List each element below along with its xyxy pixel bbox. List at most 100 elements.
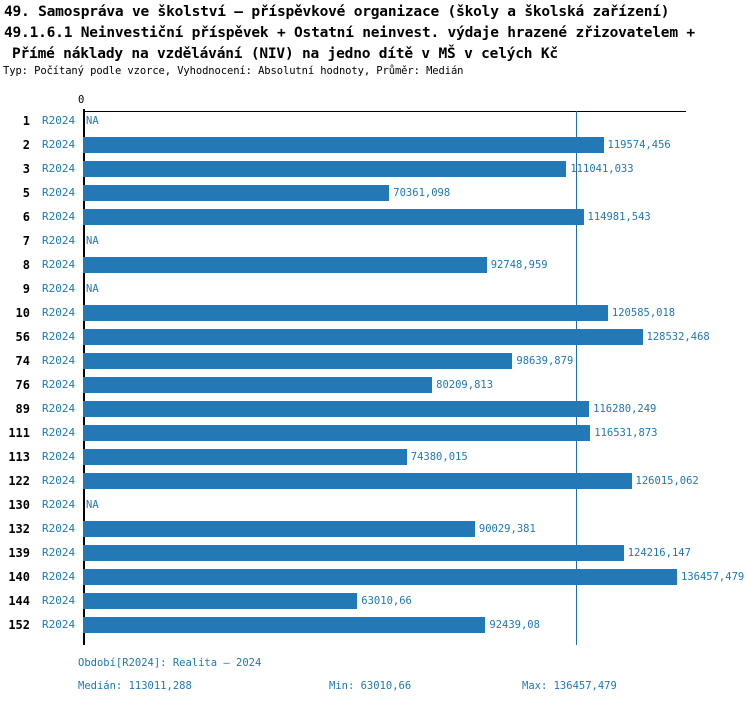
bar-track: 92439,08 [83,613,750,637]
plot-area: 0 1 R2024 NA 2 R2024 119574,456 3 R2024 111041,0… [0,84,750,650]
bar[interactable] [83,353,513,369]
row-index-label: 56 [15,330,30,344]
bar[interactable] [83,257,487,273]
bar-row[interactable]: 144 R2024 63010,66 [0,589,750,613]
bar-row[interactable]: 74 R2024 98639,879 [0,349,750,373]
bar-value-label: 119574,456 [607,139,671,151]
bar-row[interactable]: 139 R2024 124216,147 [0,541,750,565]
bar[interactable] [83,329,643,345]
bar-rows: 1 R2024 NA 2 R2024 119574,456 3 R2024 111041,033… [0,109,750,637]
row-index-label: 152 [8,618,30,632]
bar-track: 90029,381 [83,517,750,541]
bar[interactable] [83,185,390,201]
bar-row[interactable]: 6 R2024 114981,543 [0,205,750,229]
bar[interactable] [83,569,677,585]
bar-track: 98639,879 [83,349,750,373]
row-index-label: 3 [22,162,30,176]
bar-row[interactable]: 56 R2024 128532,468 [0,325,750,349]
row-period-label: R2024 [42,114,76,127]
bar-value-label: 116280,249 [593,403,657,415]
bar-row[interactable]: 89 R2024 116280,249 [0,397,750,421]
stat-median: Medián: 113011,288 [78,680,192,692]
bar-value-label: 114981,543 [587,211,651,223]
stat-min: Min: 63010,66 [329,680,412,692]
chart-footer: Období[R2024]: Realita – 2024 Medián: 11… [0,652,750,702]
row-period-label: R2024 [42,474,76,487]
bar[interactable] [83,161,567,177]
row-period-label: R2024 [42,162,76,175]
bar[interactable] [83,545,624,561]
chart-title-line-2: 49.1.6.1 Neinvestiční příspěvek + Ostatn… [4,25,695,41]
row-period-label: R2024 [42,498,76,511]
row-index-label: 76 [15,378,30,392]
bar-track: 70361,098 [83,181,750,205]
bar-row[interactable]: 7 R2024 NA [0,229,750,253]
bar-row[interactable]: 1 R2024 NA [0,109,750,133]
bar[interactable] [83,377,433,393]
bar[interactable] [83,137,604,153]
bar-row[interactable]: 76 R2024 80209,813 [0,373,750,397]
bar[interactable] [83,593,358,609]
bar-track: 124216,147 [83,541,750,565]
bar[interactable] [83,305,608,321]
bar-value-label: 74380,015 [410,451,468,463]
chart-title-line-1: 49. Samospráva ve školství – příspěvkové… [4,4,670,20]
bar-track: 120585,018 [83,301,750,325]
bar-row[interactable]: 122 R2024 126015,062 [0,469,750,493]
row-index-label: 5 [22,186,30,200]
row-index-label: 8 [22,258,30,272]
bar-track: 119574,456 [83,133,750,157]
x-axis-line [83,111,686,112]
bar[interactable] [83,617,486,633]
row-index-label: 132 [8,522,30,536]
bar-row[interactable]: 9 R2024 NA [0,277,750,301]
bar-value-label: 120585,018 [611,307,676,319]
row-index-label: 1 [22,114,30,128]
bar-na-label: NA [86,283,99,295]
row-index-label: 9 [22,282,30,296]
row-period-label: R2024 [42,402,76,415]
bar-row[interactable]: 10 R2024 120585,018 [0,301,750,325]
bar-row[interactable]: 130 R2024 NA [0,493,750,517]
bar-row[interactable]: 152 R2024 92439,08 [0,613,750,637]
row-period-label: R2024 [42,210,76,223]
bar-row[interactable]: 5 R2024 70361,098 [0,181,750,205]
bar-track: 63010,66 [83,589,750,613]
bar[interactable] [83,401,590,417]
bar[interactable] [83,521,475,537]
bar-row[interactable]: 8 R2024 92748,959 [0,253,750,277]
bar-na-label: NA [86,115,99,127]
legend-period: Období[R2024]: Realita – 2024 [78,657,262,669]
bar-row[interactable]: 113 R2024 74380,015 [0,445,750,469]
bar-row[interactable]: 111 R2024 116531,873 [0,421,750,445]
bar[interactable] [83,449,407,465]
bar-track: 116531,873 [83,421,750,445]
row-index-label: 111 [8,426,30,440]
row-period-label: R2024 [42,450,76,463]
bar-value-label: 136457,479 [681,571,745,583]
bar-row[interactable]: 2 R2024 119574,456 [0,133,750,157]
row-index-label: 140 [8,570,30,584]
bar-track: 92748,959 [83,253,750,277]
row-period-label: R2024 [42,186,76,199]
bar-na-label: NA [86,235,99,247]
row-index-label: 89 [15,402,30,416]
row-period-label: R2024 [42,138,76,151]
bar[interactable] [83,209,584,225]
bar-row[interactable]: 140 R2024 136457,479 [0,565,750,589]
bar[interactable] [83,473,632,489]
summary-stats: Medián: 113011,288 Min: 63010,66 Max: 13… [78,680,678,696]
row-period-label: R2024 [42,426,76,439]
bar-value-label: 80209,813 [436,379,494,391]
row-period-label: R2024 [42,522,76,535]
chart-title-block: 49. Samospráva ve školství – příspěvkové… [4,2,748,65]
bar-row[interactable]: 3 R2024 111041,033 [0,157,750,181]
bar-value-label: 90029,381 [478,523,536,535]
row-index-label: 10 [15,306,30,320]
bar-row[interactable]: 132 R2024 90029,381 [0,517,750,541]
bar-track: 136457,479 [83,565,750,589]
bar[interactable] [83,425,591,441]
bar-track: NA [83,277,750,301]
bar-value-label: 126015,062 [635,475,699,487]
bar-value-label: 70361,098 [393,187,451,199]
